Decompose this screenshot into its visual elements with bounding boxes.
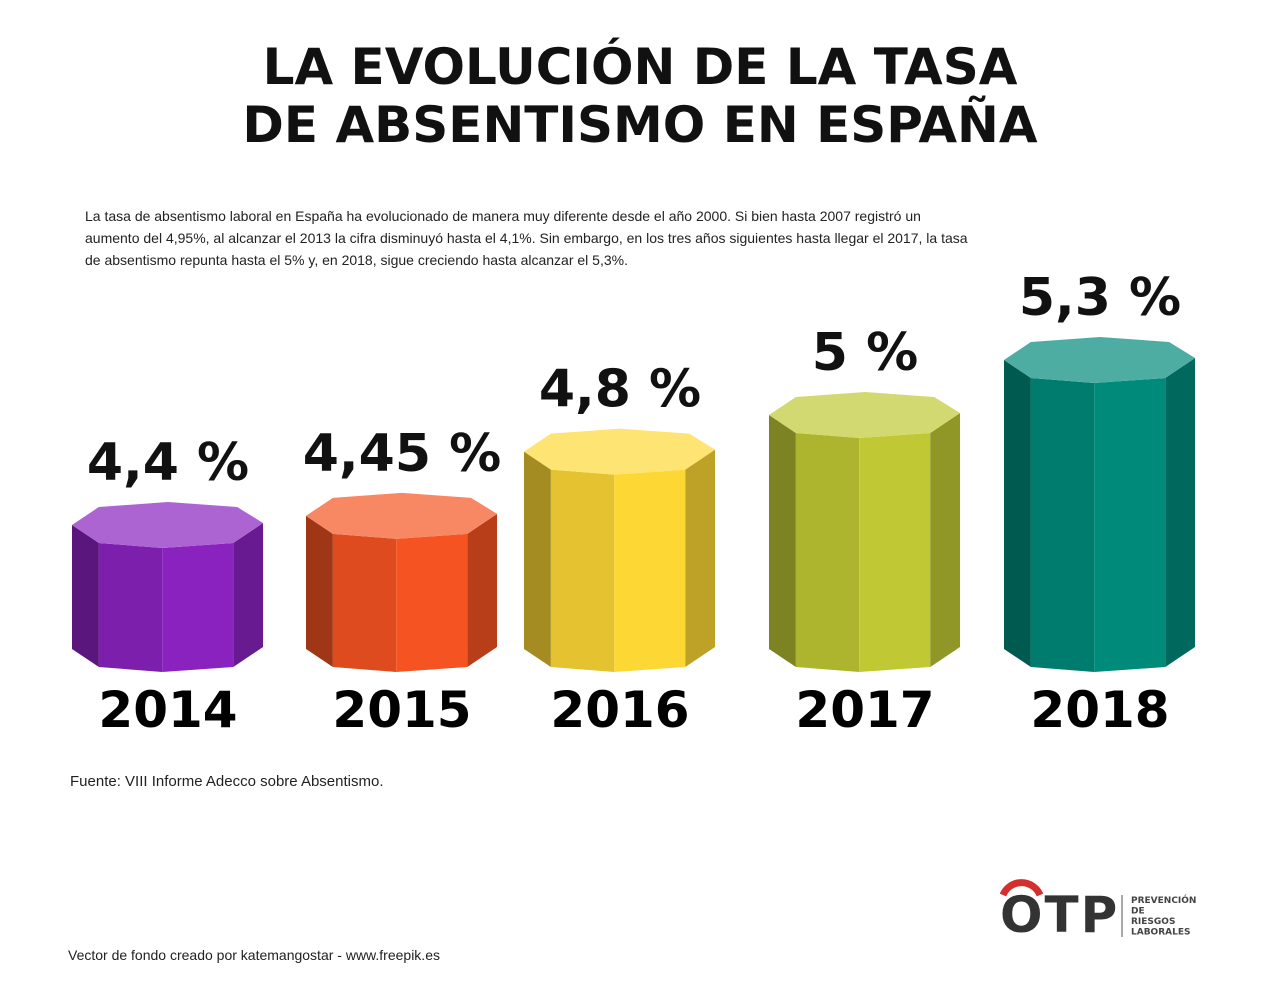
- prism-face: [306, 515, 333, 667]
- prism-face: [1030, 378, 1095, 672]
- prism-face: [98, 543, 163, 672]
- prism-top: [72, 502, 264, 548]
- value-label: 5 %: [812, 323, 918, 383]
- prism: [524, 428, 716, 672]
- logo-tagline: DE: [1131, 907, 1145, 917]
- x-tick-label: 2018: [1030, 681, 1169, 739]
- prism-face: [1094, 378, 1166, 672]
- prism-face: [72, 525, 99, 667]
- logo-accent: [999, 879, 1044, 897]
- logo-tagline: LABORALES: [1131, 928, 1190, 938]
- logo: OTP: [1000, 886, 1119, 944]
- x-tick-label: 2016: [550, 681, 689, 739]
- prism-face: [396, 533, 468, 672]
- prism-face: [769, 415, 796, 667]
- prism-top: [306, 492, 498, 539]
- value-label: 4,4 %: [87, 433, 249, 493]
- prism-face: [550, 469, 615, 672]
- prism: [769, 392, 961, 672]
- credit: Vector de fondo creado por katemangostar…: [68, 947, 440, 963]
- prism-top: [769, 392, 961, 438]
- prism-face: [930, 413, 961, 667]
- prism: [306, 492, 498, 672]
- prism-face: [162, 543, 234, 672]
- title: LA EVOLUCIÓN DE LA TASA DE ABSENTISMO EN…: [242, 38, 1038, 154]
- prism-face: [233, 523, 264, 667]
- prism-face: [685, 449, 716, 667]
- description: La tasa de absentismo laboral en España …: [85, 208, 968, 268]
- prism-face: [332, 533, 397, 672]
- prism-top: [524, 428, 716, 475]
- prism-face: [795, 433, 860, 672]
- value-label: 5,3 %: [1019, 268, 1181, 328]
- value-label: 4,8 %: [539, 360, 701, 420]
- source: Fuente: VIII Informe Adecco sobre Absent…: [70, 773, 384, 790]
- prism-top: [1004, 337, 1196, 383]
- value-label: 4,45 %: [303, 424, 502, 484]
- prism-face: [1004, 360, 1031, 667]
- x-tick-label: 2017: [795, 681, 934, 739]
- prism-face: [524, 451, 551, 667]
- logo-tagline: PREVENCIÓN: [1131, 894, 1196, 906]
- x-tick-label: 2014: [98, 681, 237, 739]
- prism-face: [1165, 358, 1196, 667]
- prism-face: [614, 469, 686, 672]
- prism-face: [859, 433, 931, 672]
- logo-tagline: RIESGOS: [1131, 917, 1175, 927]
- prism: [1004, 337, 1196, 672]
- prism: [72, 502, 264, 672]
- x-tick-label: 2015: [332, 681, 471, 739]
- prism-face: [467, 513, 498, 667]
